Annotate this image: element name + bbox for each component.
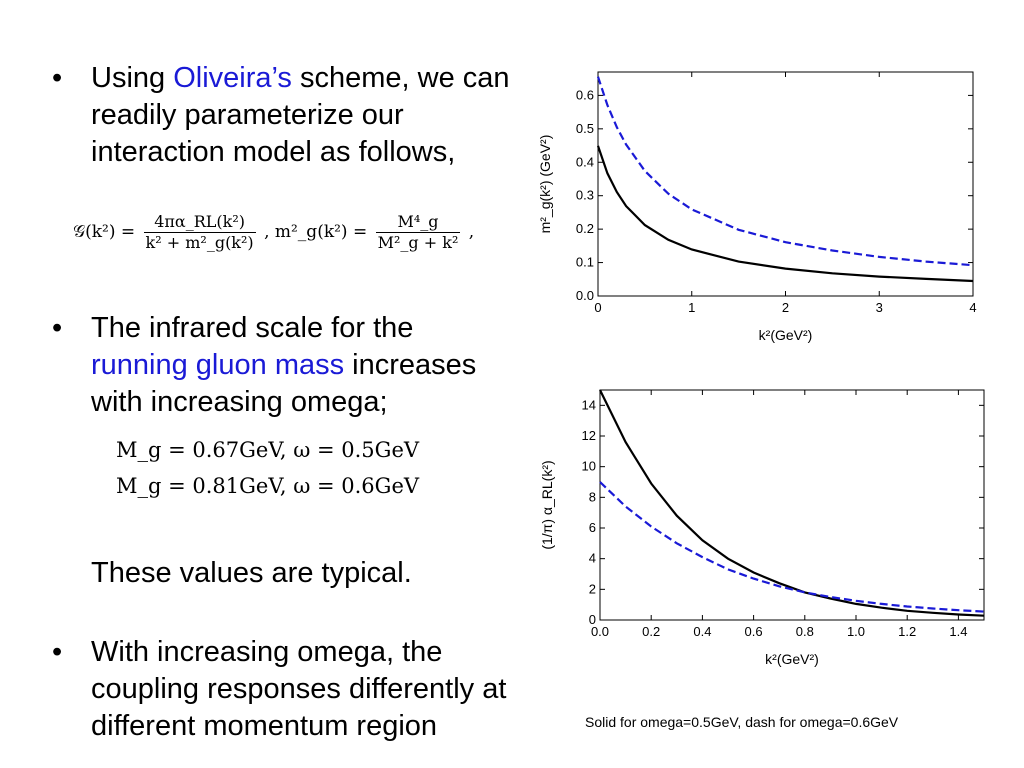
- y-tick-label: 4: [589, 551, 596, 566]
- interaction-model-formula: 𝒢(k²) = 4πα_RL(k²) k² + m²_g(k²) , m²_g(…: [73, 212, 475, 252]
- y-tick-label: 2: [589, 581, 596, 596]
- formula-fraction-1: 4πα_RL(k²) k² + m²_g(k²): [143, 212, 256, 252]
- bullet-dot: •: [52, 312, 63, 344]
- x-tick-label: 1.2: [898, 624, 916, 639]
- x-tick-label: 0.2: [642, 624, 660, 639]
- dashed-series-line: [596, 76, 974, 267]
- x-tick-label: 0.6: [745, 624, 763, 639]
- bullet-dot: •: [52, 62, 63, 94]
- y-tick-label: 0.5: [576, 121, 594, 136]
- x-tick-label: 1.4: [949, 624, 967, 639]
- y-tick-label: 10: [582, 459, 596, 474]
- bullet-text: Using Oliveira’s scheme, we can readily …: [91, 62, 510, 168]
- y-tick-label: 0.3: [576, 188, 594, 203]
- y-tick-label: 0: [589, 612, 596, 627]
- x-tick-label: 0.8: [796, 624, 814, 639]
- y-tick-label: 0.1: [576, 255, 594, 270]
- x-tick-label: 3: [876, 300, 883, 315]
- x-axis-label: k²(GeV²): [759, 327, 813, 343]
- plot-frame: [597, 71, 974, 297]
- x-tick-label: 4: [969, 300, 976, 315]
- bullet-dot: •: [52, 636, 63, 668]
- x-axis-label: k²(GeV²): [765, 651, 819, 667]
- x-tick-label: 1: [688, 300, 695, 315]
- y-tick-label: 12: [582, 428, 596, 443]
- y-tick-label: 0.0: [576, 288, 594, 303]
- y-tick-label: 8: [589, 489, 596, 504]
- coupling-chart: 0.0 0.2 0.4 0.6 0.8 1.0 1.2 1.4 0 2 4 6 8 10 12 14 k²(Ge…: [539, 389, 985, 667]
- y-tick-label: 6: [589, 520, 596, 535]
- y-tick-label: 0.2: [576, 221, 594, 236]
- y-tick-label: 14: [582, 397, 596, 412]
- formula-fraction-2: M⁴_g M²_g + k²: [375, 212, 461, 252]
- y-tick-label: 0.6: [576, 87, 594, 102]
- gluon-mass-link[interactable]: running gluon mass: [91, 349, 345, 381]
- y-axis-label: (1/π) α_RL(k²): [539, 460, 555, 549]
- plot-frame: [599, 389, 985, 621]
- chart-caption: Solid for omega=0.5GeV, dash for omega=0…: [585, 714, 899, 730]
- x-tick-label: 0: [594, 300, 601, 315]
- solid-series-line: [599, 389, 985, 617]
- x-tick-label: 0.0: [591, 624, 609, 639]
- y-tick-label: 0.4: [576, 154, 594, 169]
- gluon-mass-chart: 0 1 2 3 4 0.0 0.1 0.2 0.3 0.4 0.5 0.6 k²(GeV²) m²_g(k…: [537, 71, 977, 343]
- x-tick-label: 0.4: [693, 624, 711, 639]
- solid-series-line: [596, 145, 974, 283]
- x-tick-label: 1.0: [847, 624, 865, 639]
- bullet-text: The infrared scale for the running gluon…: [91, 312, 477, 418]
- y-axis-label: m²_g(k²) (GeV²): [537, 135, 553, 234]
- oliveira-link[interactable]: Oliveira’s: [173, 62, 292, 94]
- dashed-series-line: [599, 481, 985, 613]
- x-tick-label: 2: [782, 300, 789, 315]
- mass-value-1: M_g = 0.67GeV, ω = 0.5GeV: [116, 438, 420, 462]
- mass-value-2: M_g = 0.81GeV, ω = 0.6GeV: [116, 474, 420, 498]
